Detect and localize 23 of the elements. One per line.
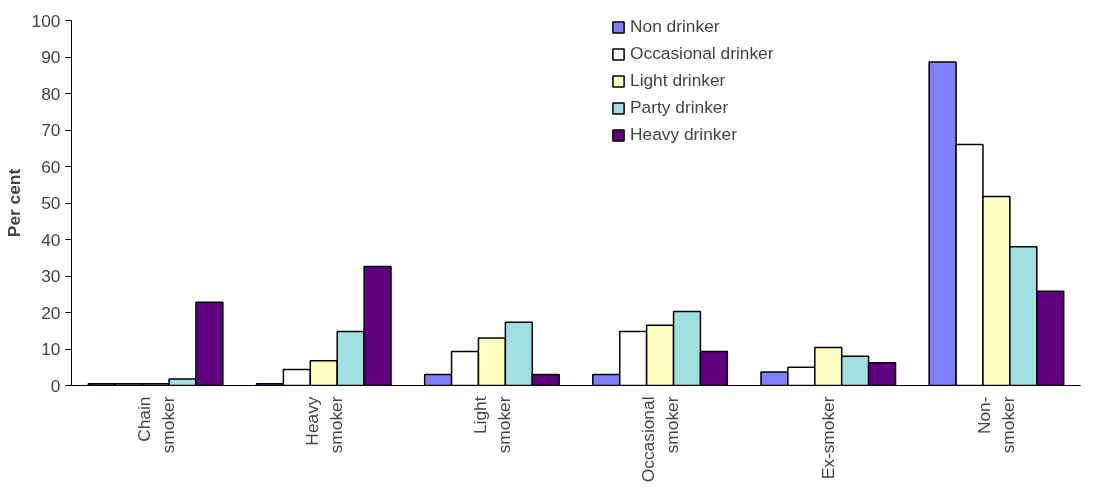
y-tick-label: 0 (50, 375, 61, 396)
y-tick-label: 40 (41, 229, 61, 250)
legend-label: Occasional drinker (630, 43, 774, 64)
x-tick-label: Ex-smoker (818, 396, 839, 480)
x-tick-label: Chain smoker (133, 396, 178, 454)
y-tick-label: 50 (41, 193, 61, 213)
legend-label: Party drinker (630, 97, 729, 118)
legend-label: Heavy drinker (630, 124, 737, 145)
x-tick-label: Non- smoker (974, 396, 1019, 454)
y-axis-title: Per cent (3, 168, 24, 238)
y-tick-label: 20 (41, 302, 61, 323)
x-tick-label: Occasional smoker (638, 396, 683, 483)
legend-label: Non drinker (630, 19, 720, 37)
y-tick-label: 90 (41, 47, 61, 67)
y-tick-label: 30 (41, 266, 61, 286)
x-tick-label: Heavy smoker (301, 396, 346, 454)
y-tick-label: 60 (41, 156, 61, 177)
y-tick-label: 80 (41, 83, 61, 104)
legend-label: Light drinker (630, 70, 726, 91)
y-tick-label: 10 (41, 339, 61, 359)
y-tick-label: 70 (41, 120, 61, 140)
y-tick-label: 100 (31, 10, 61, 31)
x-tick-label: Light smoker (469, 396, 514, 454)
